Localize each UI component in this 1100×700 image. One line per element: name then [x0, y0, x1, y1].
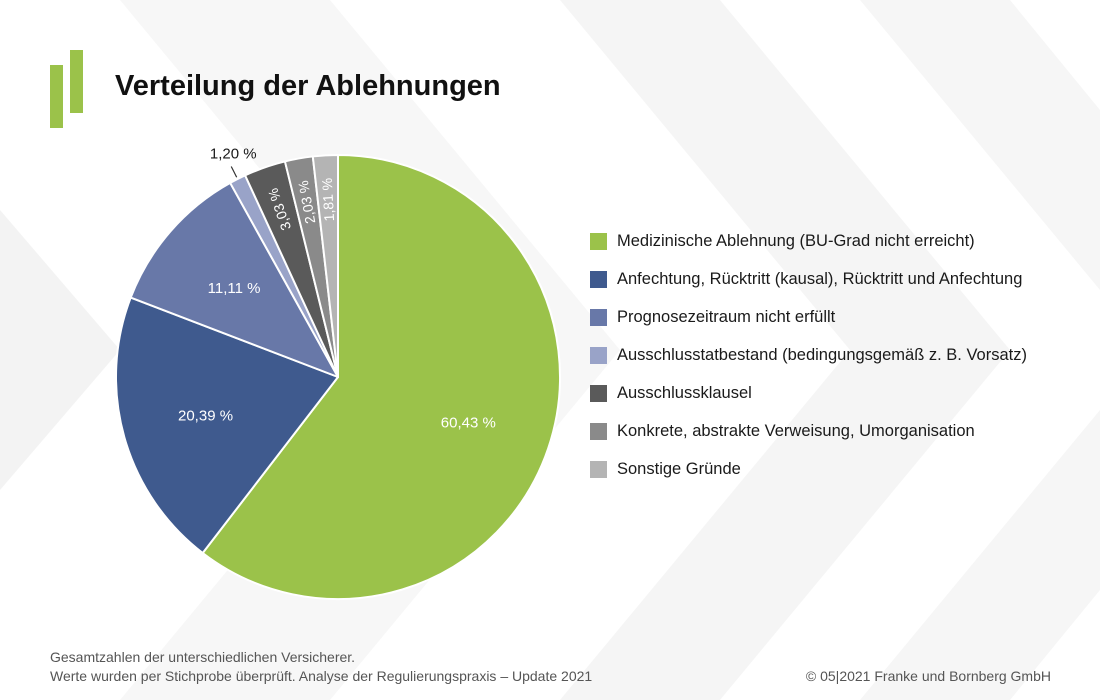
chart-title: Verteilung der Ablehnungen	[115, 70, 501, 102]
copyright: © 05|2021 Franke und Bornberg GmbH	[805, 668, 1051, 684]
legend: Medizinische Ablehnung (BU-Grad nicht er…	[590, 222, 1080, 488]
slice-label-5: 2,03 %	[295, 179, 318, 225]
legend-swatch-0	[590, 232, 607, 250]
pie-slice-0	[201, 154, 561, 600]
legend-swatch-1	[590, 270, 607, 288]
slice-label-3: 1,20 %	[210, 146, 257, 163]
slice-label-1: 20,39 %	[178, 407, 233, 424]
footer-note-1: Gesamtzahlen der unterschiedlichen Versi…	[50, 649, 356, 665]
legend-label-3: Ausschlusstatbestand (bedingungsgemäß z.…	[617, 345, 1027, 364]
pie-slice-2	[129, 181, 339, 378]
legend-swatch-3	[590, 346, 607, 364]
legend-label-2: Prognosezeitraum nicht erfüllt	[617, 307, 836, 326]
slice-label-6: 1,81 %	[319, 177, 337, 221]
legend-label-4: Ausschlussklausel	[617, 383, 752, 402]
brand-logo	[50, 50, 84, 130]
legend-item-4: Ausschlussklausel	[590, 374, 1080, 412]
slice-leader-line-3	[230, 166, 238, 178]
footer-note-2: Werte wurden per Stichprobe überprüft. A…	[50, 668, 593, 684]
legend-item-3: Ausschlusstatbestand (bedingungsgemäß z.…	[590, 336, 1080, 374]
slice-label-0: 60,43 %	[441, 414, 496, 431]
legend-label-1: Anfechtung, Rücktritt (kausal), Rücktrit…	[617, 269, 1023, 288]
legend-item-1: Anfechtung, Rücktritt (kausal), Rücktrit…	[590, 260, 1080, 298]
slice-label-2: 11,11 %	[208, 280, 261, 297]
legend-swatch-2	[590, 308, 607, 326]
footer-notes: Gesamtzahlen der unterschiedlichen Versi…	[50, 648, 592, 686]
legend-item-5: Konkrete, abstrakte Verweisung, Umorgani…	[590, 412, 1080, 450]
legend-item-6: Sonstige Gründe	[590, 450, 1080, 488]
legend-label-6: Sonstige Gründe	[617, 459, 741, 478]
legend-label-5: Konkrete, abstrakte Verweisung, Umorgani…	[617, 421, 975, 440]
legend-item-0: Medizinische Ablehnung (BU-Grad nicht er…	[590, 222, 1080, 260]
legend-label-0: Medizinische Ablehnung (BU-Grad nicht er…	[617, 231, 975, 250]
legend-swatch-6	[590, 460, 607, 478]
legend-swatch-5	[590, 422, 607, 440]
legend-item-2: Prognosezeitraum nicht erfüllt	[590, 298, 1080, 336]
legend-swatch-4	[590, 384, 607, 402]
pie-slice-6	[311, 154, 339, 378]
pie-slice-1	[115, 296, 339, 555]
